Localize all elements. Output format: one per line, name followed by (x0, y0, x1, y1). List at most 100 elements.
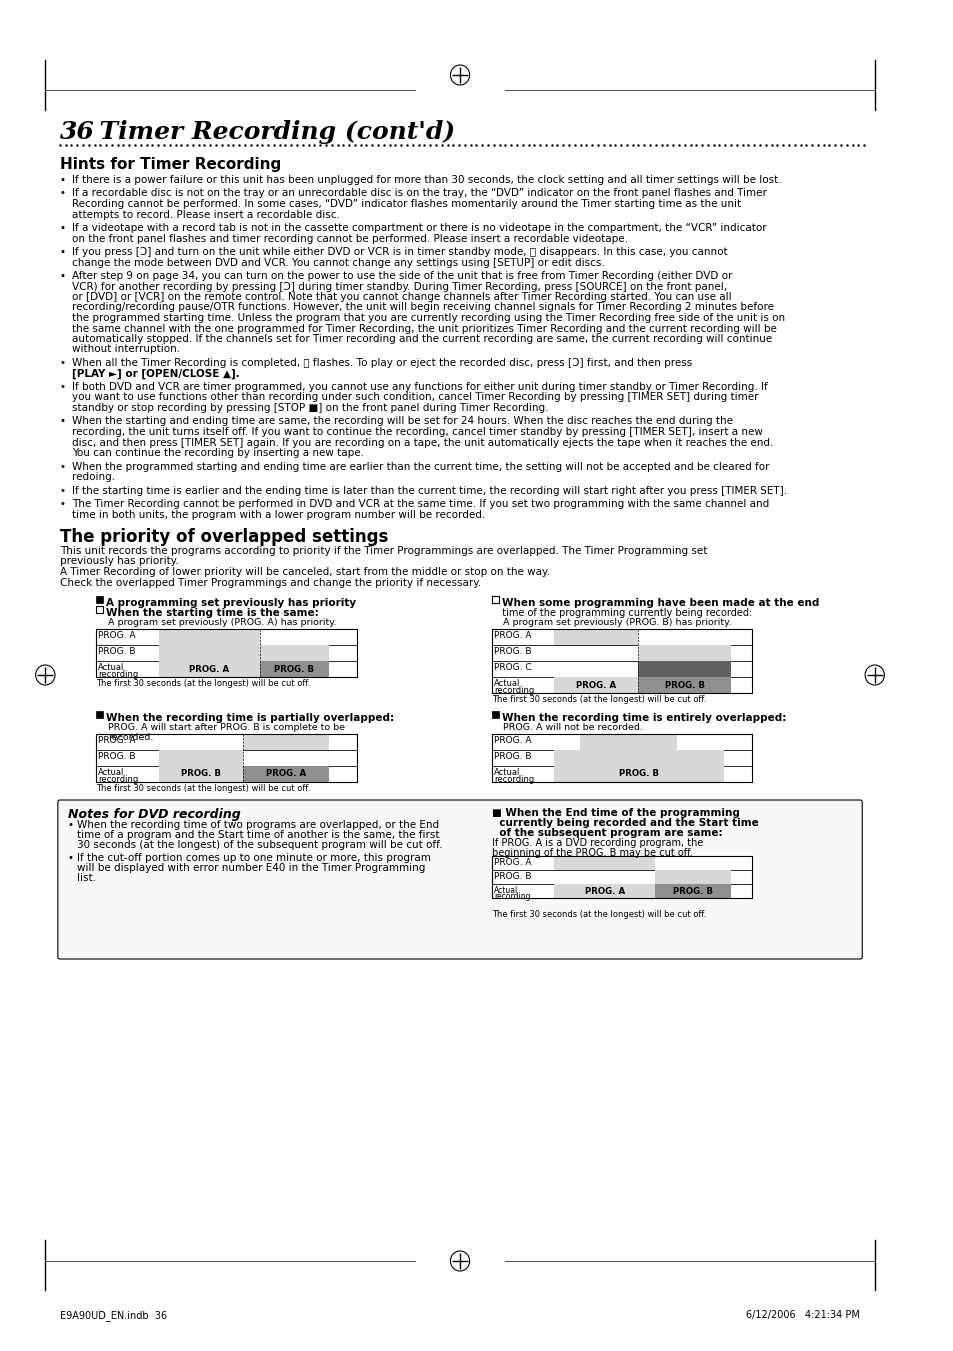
Text: PROG. B: PROG. B (494, 753, 531, 761)
Text: PROG. B: PROG. B (494, 647, 531, 657)
Text: PROG. A: PROG. A (98, 631, 135, 640)
Text: •: • (60, 462, 66, 471)
Text: PROG. A: PROG. A (494, 736, 531, 744)
Text: When the programmed starting and ending time are earlier than the current time, : When the programmed starting and ending … (72, 462, 769, 471)
Text: PROG. B: PROG. B (664, 681, 704, 689)
FancyBboxPatch shape (58, 800, 862, 959)
Bar (655, 870, 730, 884)
Text: The first 30 seconds (at the longest) will be cut off.: The first 30 seconds (at the longest) wi… (96, 680, 311, 688)
Text: previously has priority.: previously has priority. (60, 557, 178, 566)
Bar (96, 661, 356, 677)
Bar (492, 870, 752, 884)
Text: Hints for Timer Recording: Hints for Timer Recording (60, 157, 281, 172)
Text: If both DVD and VCR are timer programmed, you cannot use any functions for eithe: If both DVD and VCR are timer programmed… (72, 382, 767, 392)
Text: •: • (60, 485, 66, 496)
Text: change the mode between DVD and VCR. You cannot change any settings using [SETUP: change the mode between DVD and VCR. You… (72, 258, 604, 267)
Text: PROG. B: PROG. B (618, 770, 659, 778)
Bar (492, 884, 752, 898)
Text: •: • (60, 358, 66, 367)
Text: If the cut-off portion comes up to one minute or more, this program: If the cut-off portion comes up to one m… (77, 852, 431, 863)
Text: 30 seconds (at the longest) of the subsequent program will be cut off.: 30 seconds (at the longest) of the subse… (77, 840, 442, 850)
Text: ■ When the End time of the programming: ■ When the End time of the programming (492, 808, 739, 817)
Text: The first 30 seconds (at the longest) will be cut off.: The first 30 seconds (at the longest) wi… (492, 694, 705, 704)
Bar (638, 677, 730, 693)
Text: redoing.: redoing. (72, 471, 115, 482)
Text: A programming set previously has priority: A programming set previously has priorit… (106, 598, 355, 608)
Text: automatically stopped. If the channels set for Timer recording and the current r: automatically stopped. If the channels s… (72, 334, 772, 345)
Text: When the starting and ending time are same, the recording will be set for 24 hou: When the starting and ending time are sa… (72, 416, 733, 427)
Text: of the subsequent program are same:: of the subsequent program are same: (492, 828, 721, 838)
Bar (243, 734, 329, 750)
Bar (96, 766, 356, 782)
Text: When the starting time is the same:: When the starting time is the same: (106, 608, 318, 617)
Text: This unit records the programs according to priority if the Timer Programmings a: This unit records the programs according… (60, 546, 706, 557)
Bar (638, 661, 730, 677)
Text: 6/12/2006   4:21:34 PM: 6/12/2006 4:21:34 PM (745, 1310, 860, 1320)
Bar (96, 607, 103, 613)
Text: 36: 36 (60, 120, 94, 145)
Text: Actual: Actual (494, 886, 517, 894)
Text: you want to use functions other than recording under such condition, cancel Time: you want to use functions other than rec… (72, 393, 758, 403)
Bar (159, 661, 260, 677)
Text: PROG. A: PROG. A (576, 681, 616, 689)
Bar (554, 766, 723, 782)
Text: You can continue the recording by inserting a new tape.: You can continue the recording by insert… (72, 449, 364, 458)
Bar (96, 750, 356, 766)
Text: •: • (68, 852, 73, 863)
Text: currently being recorded and the Start time: currently being recorded and the Start t… (492, 817, 758, 828)
Bar (554, 750, 723, 766)
Bar (159, 644, 329, 661)
Bar (96, 630, 356, 677)
Bar (554, 857, 655, 870)
Text: Recording cannot be performed. In some cases, “DVD” indicator flashes momentaril: Recording cannot be performed. In some c… (72, 199, 740, 209)
Bar (579, 734, 677, 750)
Bar (492, 630, 752, 693)
Text: A Timer Recording of lower priority will be canceled, start from the middle or s: A Timer Recording of lower priority will… (60, 567, 549, 577)
Text: VCR) for another recording by pressing [Ɔ] during timer standby. During Timer Re: VCR) for another recording by pressing [… (72, 281, 727, 292)
Text: When all the Timer Recording is completed, ⓢ flashes. To play or eject the recor: When all the Timer Recording is complete… (72, 358, 692, 367)
Text: The priority of overlapped settings: The priority of overlapped settings (60, 528, 388, 546)
Bar (96, 644, 356, 661)
Bar (492, 857, 752, 870)
Text: PROG. A will start after PROG. B is complete to be
recorded.: PROG. A will start after PROG. B is comp… (108, 723, 345, 743)
Text: will be displayed with error number E40 in the Timer Programming: will be displayed with error number E40 … (77, 863, 425, 873)
Text: If PROG. A is a DVD recording program, the: If PROG. A is a DVD recording program, t… (492, 838, 702, 848)
Bar (96, 596, 103, 603)
Bar (159, 766, 243, 782)
Bar (159, 630, 260, 644)
Text: The first 30 seconds (at the longest) will be cut off.: The first 30 seconds (at the longest) wi… (96, 784, 311, 793)
Text: When the recording time is entirely overlapped:: When the recording time is entirely over… (501, 713, 785, 723)
Text: PROG. A: PROG. A (584, 886, 624, 896)
Text: PROG. B: PROG. B (181, 770, 221, 778)
Text: The Timer Recording cannot be performed in DVD and VCR at the same time. If you : The Timer Recording cannot be performed … (72, 499, 769, 509)
Text: If the starting time is earlier and the ending time is later than the current ti: If the starting time is earlier and the … (72, 485, 786, 496)
Text: recording: recording (494, 686, 534, 694)
Text: PROG. C: PROG. C (494, 663, 531, 671)
Bar (492, 734, 752, 750)
Bar (260, 661, 329, 677)
Text: or [DVD] or [VCR] on the remote control. Note that you cannot change channels af: or [DVD] or [VCR] on the remote control.… (72, 292, 731, 303)
Text: After step 9 on page 34, you can turn on the power to use the side of the unit t: After step 9 on page 34, you can turn on… (72, 272, 732, 281)
Text: When the recording time of two programs are overlapped, or the End: When the recording time of two programs … (77, 820, 438, 830)
Bar (492, 677, 752, 693)
Text: A program set previously (PROG. B) has priority.: A program set previously (PROG. B) has p… (503, 617, 731, 627)
Text: disc, and then press [TIMER SET] again. If you are recording on a tape, the unit: disc, and then press [TIMER SET] again. … (72, 438, 773, 447)
Text: Actual: Actual (494, 680, 519, 688)
Text: PROG. A: PROG. A (190, 665, 230, 674)
Bar (492, 711, 498, 717)
Text: recording: recording (98, 775, 138, 784)
Text: Timer Recording (cont'd): Timer Recording (cont'd) (82, 120, 455, 145)
Text: •: • (60, 272, 66, 281)
Text: •: • (60, 382, 66, 392)
Text: Check the overlapped Timer Programmings and change the priority if necessary.: Check the overlapped Timer Programmings … (60, 577, 480, 588)
Text: PROG. B: PROG. B (494, 871, 531, 881)
Text: PROG. B: PROG. B (98, 647, 135, 657)
Text: without interruption.: without interruption. (72, 345, 180, 354)
Bar (554, 677, 638, 693)
Text: •: • (60, 223, 66, 232)
Text: time in both units, the program with a lower program number will be recorded.: time in both units, the program with a l… (72, 509, 485, 520)
Bar (655, 884, 730, 898)
Text: the same channel with the one programmed for Timer Recording, the unit prioritiz: the same channel with the one programmed… (72, 323, 777, 334)
Text: on the front panel flashes and timer recording cannot be performed. Please inser: on the front panel flashes and timer rec… (72, 234, 628, 243)
Bar (492, 630, 752, 644)
